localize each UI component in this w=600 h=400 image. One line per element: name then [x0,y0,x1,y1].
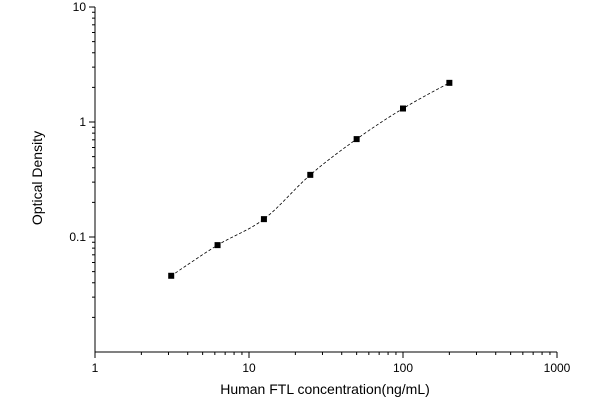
x-tick-label: 10 [242,361,256,375]
data-point [353,136,360,143]
data-point [168,272,175,279]
x-tick-label: 100 [393,361,413,375]
data-point [446,79,453,86]
y-tick-label: 10 [73,0,87,14]
data-point [400,105,406,112]
data-point [260,216,267,223]
y-tick-label: 0.1 [69,230,86,244]
y-axis-title: Optical Density [29,131,45,225]
axes: 1 10 100 1000 0.1 1 10 [69,0,570,375]
data-point [214,242,221,249]
data-point [307,171,314,178]
y-tick-label: 1 [79,115,86,129]
x-tick-label: 1 [92,361,99,375]
fit-curve [170,82,450,277]
x-axis-title: Human FTL concentration(ng/mL) [220,381,430,397]
x-tick-label: 1000 [544,361,571,375]
data-points [168,79,453,279]
